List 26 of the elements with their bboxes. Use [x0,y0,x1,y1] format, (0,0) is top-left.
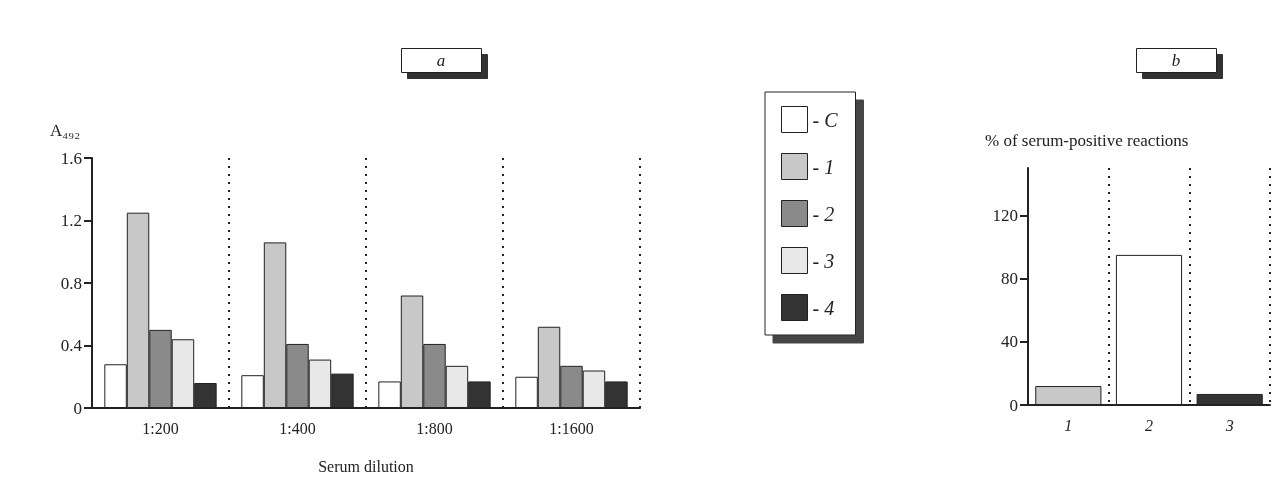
y-tick-label: 0.4 [60,336,83,355]
y-tick-label: 0 [1009,395,1018,415]
x-tick-label: 2 [1145,416,1153,434]
x-tick-label: 1:200 [142,419,179,437]
x-tick-label: 1:400 [279,419,316,437]
y-tick-label: 80 [1001,269,1018,289]
x-axis-title: Serum dilution [318,457,414,475]
y-tick-label: 120 [992,205,1018,225]
legend-label: - 1 [812,155,835,178]
legend-label: - 3 [812,249,835,272]
y-tick-label: 0.8 [60,273,82,293]
y-tick-label: 1.2 [60,211,82,230]
x-tick-label: 1:1600 [549,419,594,437]
x-tick-label: 3 [1224,416,1234,434]
chart-title: b [1171,51,1181,70]
y-tick-label: 0 [73,398,82,418]
legend-label: - C [812,108,839,131]
y-tick-label: 1.6 [60,148,82,168]
chart-title: a [436,51,446,70]
y-axis-title: A₄₉₂ [50,120,81,140]
y-axis-title: % of serum-positive reactions [985,130,1189,150]
x-tick-label: 1 [1064,416,1073,434]
x-tick-label: 1:800 [416,419,453,437]
legend-label: - 4 [812,296,835,319]
y-tick-label: 40 [1001,332,1018,352]
legend-label: - 2 [812,202,835,225]
